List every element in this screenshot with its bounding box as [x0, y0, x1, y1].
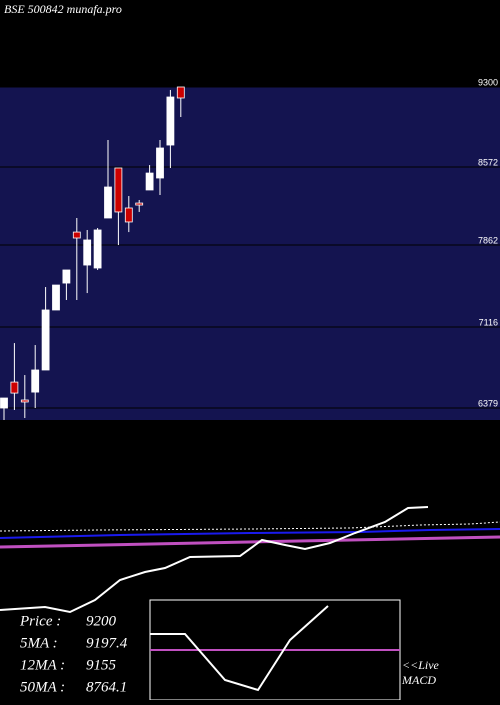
legend-value: 9200: [86, 613, 117, 629]
live-macd: <<Live: [402, 658, 440, 672]
candle-body: [10, 381, 19, 394]
legend-label: 12MA :: [20, 657, 65, 673]
legend-value: 9197.4: [86, 635, 128, 651]
y-tick-label: 6379: [478, 398, 498, 408]
y-tick-label: 8572: [478, 157, 498, 167]
live-macd: MACD: [401, 673, 436, 687]
candle-body: [20, 399, 29, 403]
macd-line: [150, 605, 329, 692]
candle-body: [176, 86, 185, 99]
candle-body: [83, 239, 92, 266]
candle-body: [93, 229, 102, 269]
candle-body: [166, 96, 175, 146]
price-panel: [0, 87, 500, 420]
candle-body: [114, 167, 123, 213]
candle-body: [52, 284, 60, 311]
legend-label: Price :: [19, 613, 61, 629]
candle-body: [104, 186, 112, 219]
legend-value: 9155: [86, 657, 117, 673]
y-tick-label: 7116: [479, 317, 498, 327]
legend-label: 5MA :: [20, 635, 58, 651]
candle-body: [41, 309, 50, 371]
ma-line-dotted: [0, 521, 500, 532]
y-tick-label: 7862: [478, 235, 498, 245]
candle-body: [145, 172, 154, 191]
candle-body: [0, 397, 8, 409]
ma-line-blue: [0, 528, 500, 539]
candle-body: [62, 269, 71, 284]
title: BSE 500842 munafa.pro: [4, 2, 122, 16]
candle-body: [156, 147, 164, 179]
ma-line-magenta: [0, 535, 500, 549]
price-line: [0, 506, 429, 614]
candle-body: [72, 231, 81, 239]
legend-value: 8764.1: [86, 679, 127, 695]
y-tick-label: 9300: [478, 77, 498, 87]
candle-body: [31, 369, 40, 393]
candle-body: [124, 207, 133, 223]
candle-body: [135, 202, 144, 206]
legend-label: 50MA :: [20, 679, 65, 695]
